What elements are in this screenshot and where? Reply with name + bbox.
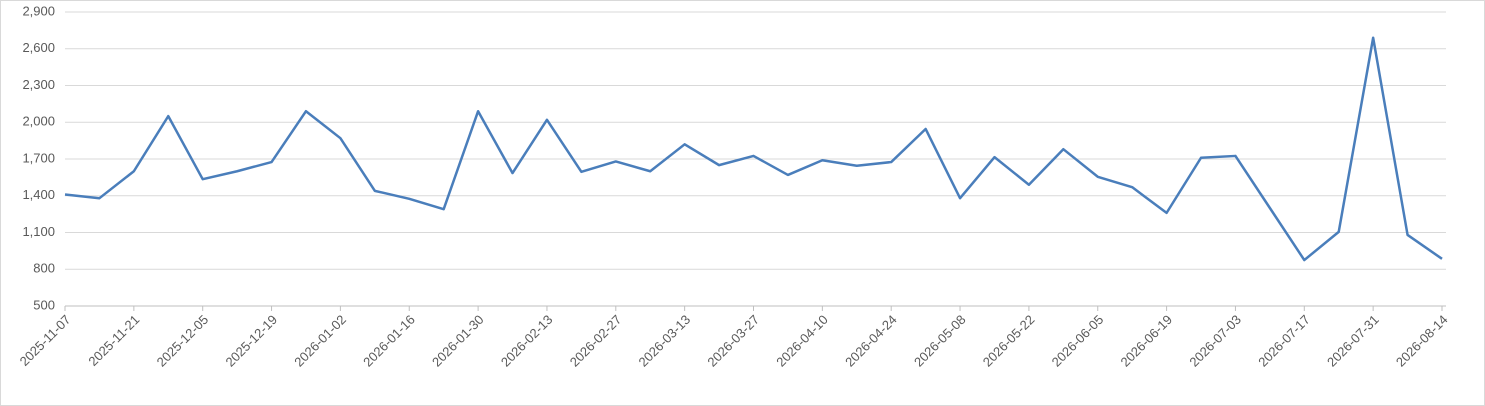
y-tick-label: 1,400: [22, 187, 55, 202]
y-tick-label: 500: [33, 297, 55, 312]
data-line: [64, 36, 1443, 262]
y-tick-label: 1,100: [22, 224, 55, 239]
y-tick-label: 2,000: [22, 114, 55, 129]
y-tick-label: 800: [33, 261, 55, 276]
y-tick-label: 1,700: [22, 150, 55, 165]
y-tick-label: 2,900: [22, 3, 55, 18]
y-tick-label: 2,300: [22, 77, 55, 92]
y-tick-label: 2,600: [22, 40, 55, 55]
